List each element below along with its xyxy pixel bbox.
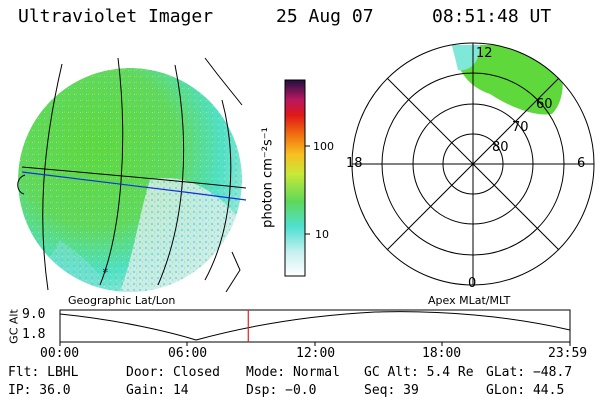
ip-status: IP: 36.0 <box>8 383 71 398</box>
gc-alt-status: GC Alt: 5.4 Re <box>364 365 474 380</box>
gain-status: Gain: 14 <box>126 383 189 398</box>
geographic-panel-label: Geographic Lat/Lon <box>68 294 176 307</box>
mlt-label-0: 0 <box>468 276 477 291</box>
x-tick-label-0000: 00:00 <box>40 346 80 361</box>
mlt-label-18: 18 <box>346 156 363 171</box>
coastline <box>17 174 26 195</box>
x-tick-label-2359: 23:59 <box>548 346 588 361</box>
x-tick-label-1200: 12:00 <box>296 346 336 361</box>
position-marker: * <box>102 266 109 279</box>
meridian-line <box>99 57 124 286</box>
polar-mlt-plot <box>351 42 595 286</box>
altitude-y-tick-bottom: 1.8 <box>22 327 46 342</box>
instrument-title: Ultraviolet Imager <box>18 6 214 27</box>
date-label: 25 Aug 07 <box>276 6 374 27</box>
altitude-curve <box>59 311 571 341</box>
latitude-line <box>21 171 247 201</box>
geographic-image-panel: * <box>17 57 247 292</box>
filter-status: Flt: LBHL <box>8 365 79 380</box>
colorbar-tick-100: 100 <box>313 140 334 153</box>
mlt-label-6: 6 <box>577 156 586 171</box>
seq-status: Seq: 39 <box>364 383 419 398</box>
coastline <box>204 57 243 106</box>
mlt-label-12: 12 <box>476 46 493 61</box>
time-label: 08:51:48 UT <box>432 6 552 27</box>
mlat-label-70: 70 <box>512 120 529 135</box>
mode-status: Mode: Normal <box>246 365 340 380</box>
dsp-status: Dsp: −0.0 <box>246 383 317 398</box>
colorbar <box>284 79 310 277</box>
mlat-label-80: 80 <box>492 140 509 155</box>
altitude-y-label: GC Alt <box>7 309 21 344</box>
glat-status: GLat: −48.7 <box>486 365 573 380</box>
x-tick-label-1800: 18:00 <box>422 346 462 361</box>
door-status: Door: Closed <box>126 365 220 380</box>
glon-status: GLon: 44.5 <box>486 383 565 398</box>
x-tick-label-0600: 06:00 <box>168 346 208 361</box>
coastline <box>225 251 241 292</box>
colorbar-tick-10: 10 <box>315 228 329 241</box>
meridian-line <box>204 99 232 281</box>
meridian-line <box>42 63 63 291</box>
altitude-plot <box>59 309 571 346</box>
colorbar-unit-label: photon cm⁻²s⁻¹ <box>260 127 276 228</box>
altitude-y-tick-top: 9.0 <box>22 307 46 322</box>
mlat-label-60: 60 <box>536 97 553 112</box>
latitude-line <box>21 166 247 189</box>
apex-panel-label: Apex MLat/MLT <box>428 294 511 307</box>
meridian-line <box>157 64 185 286</box>
